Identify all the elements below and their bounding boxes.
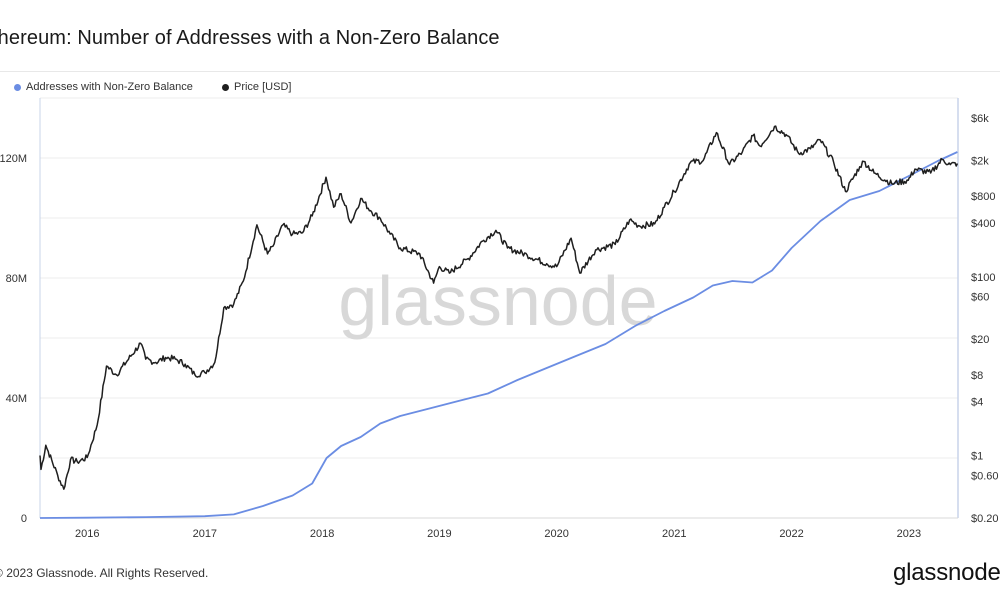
series-line-price xyxy=(39,125,959,490)
y-left-tick-label: 80M xyxy=(6,273,27,285)
axes xyxy=(39,98,959,519)
x-tick-label: 2021 xyxy=(662,528,686,540)
x-tick-label: 2019 xyxy=(427,528,451,540)
y-right-tick-label: $0.60 xyxy=(971,470,999,482)
y-right-tick-label: $1 xyxy=(971,451,983,463)
x-tick-label: 2022 xyxy=(779,528,803,540)
legend: Addresses with Non-Zero Balance Price [U… xyxy=(14,81,317,94)
legend-label-price: Price [USD] xyxy=(233,81,292,93)
y-right-tick-label: $100 xyxy=(971,272,995,284)
y-right-tick-label: $800 xyxy=(971,191,995,203)
legend-item-addresses[interactable]: Addresses with Non-Zero Balance xyxy=(14,81,193,93)
footer-text: 2023 Glassnode. All Rights Reserved. xyxy=(6,566,209,580)
legend-item-price[interactable]: Price [USD] xyxy=(221,81,292,93)
copyright-text: © 2023 Glassnode. All Rights Reserved. xyxy=(0,566,208,580)
y-right-tick-label: $0.20 xyxy=(971,513,999,525)
x-tick-label: 2017 xyxy=(193,528,217,540)
legend-label-addresses: Addresses with Non-Zero Balance xyxy=(26,81,193,93)
x-tick-label: 2016 xyxy=(75,528,99,540)
header-divider xyxy=(0,71,1000,72)
tick-labels: 0 40M 80M 120M $6k $2k $800 $400 $100 $60 $20 $8 $4 $… xyxy=(0,113,999,540)
y-left-tick-label: 0 xyxy=(21,513,27,525)
y-right-tick-label: $6k xyxy=(971,113,989,125)
y-right-tick-label: $60 xyxy=(971,292,989,304)
y-right-tick-label: $2k xyxy=(971,155,989,167)
legend-dot-price xyxy=(221,83,229,91)
y-right-tick-label: $4 xyxy=(971,397,983,409)
y-right-tick-label: $8 xyxy=(971,370,983,382)
y-right-tick-label: $20 xyxy=(971,334,989,346)
x-tick-label: 2020 xyxy=(544,528,568,540)
x-tick-label: 2018 xyxy=(310,528,334,540)
legend-dot-addresses xyxy=(14,83,21,91)
y-left-tick-label: 40M xyxy=(6,393,27,405)
x-tick-label: 2023 xyxy=(897,528,921,540)
grid-lines xyxy=(40,97,958,519)
series-line-addresses xyxy=(39,151,958,519)
watermark: glassnode xyxy=(338,262,657,340)
chart-title: thereum: Number of Addresses with a Non-… xyxy=(0,27,500,49)
y-right-tick-label: $400 xyxy=(971,218,995,230)
brand-logo: glassnode xyxy=(893,559,1000,586)
series-layer xyxy=(39,125,959,519)
y-left-tick-label: 120M xyxy=(0,153,27,165)
